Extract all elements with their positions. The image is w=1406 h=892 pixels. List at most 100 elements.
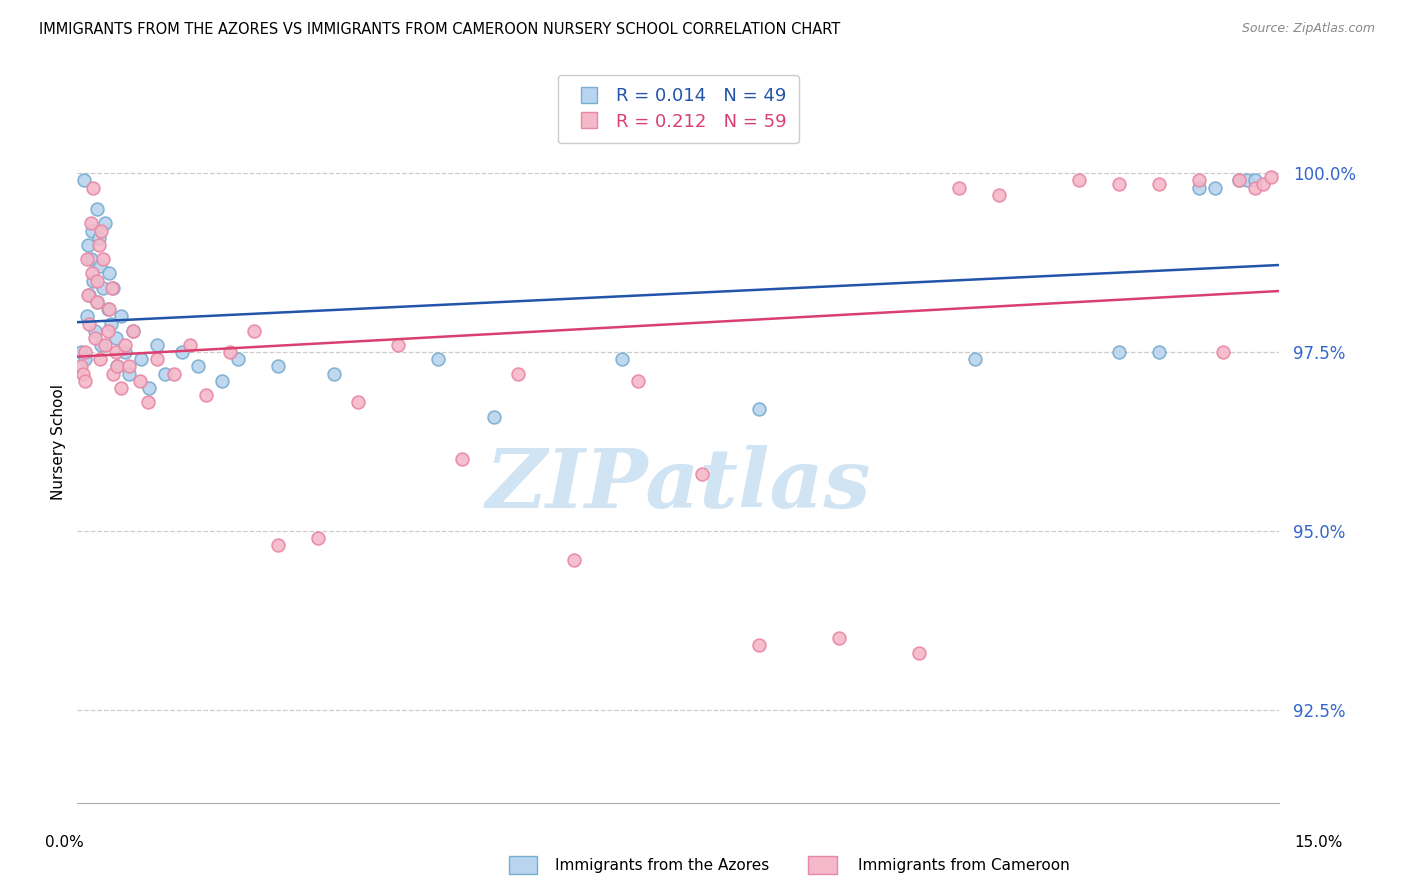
Point [1149, 345, 1171, 359]
Point [76, 252, 98, 266]
Point [97, 324, 120, 338]
Point [100, 317, 122, 331]
Point [97, 302, 120, 317]
Point [103, 281, 125, 295]
Point [186, 359, 209, 374]
Point [82, 180, 104, 194]
Point [1188, 180, 1211, 194]
Bar [509, 856, 537, 874]
Point [80, 267, 103, 281]
Point [72, 367, 94, 381]
Point [84, 324, 107, 338]
Point [80, 216, 103, 230]
Point [1253, 177, 1275, 191]
Point [1149, 177, 1171, 191]
Point [1236, 173, 1258, 187]
Point [94, 216, 117, 230]
Point [131, 352, 153, 367]
Point [146, 338, 169, 352]
Point [155, 367, 177, 381]
Point [76, 237, 98, 252]
Text: ZIPatlas: ZIPatlas [485, 445, 872, 524]
Point [138, 381, 160, 395]
Point [387, 338, 409, 352]
Point [86, 202, 108, 216]
Point [162, 367, 184, 381]
Text: Immigrants from Cameroon: Immigrants from Cameroon [858, 858, 1070, 872]
Point [75, 374, 97, 388]
Point [76, 310, 98, 324]
Point [1108, 177, 1130, 191]
Point [427, 352, 450, 367]
Point [98, 302, 121, 317]
Point [179, 338, 201, 352]
Point [508, 367, 530, 381]
Point [89, 260, 111, 274]
Point [170, 345, 193, 359]
Point [110, 381, 132, 395]
Point [218, 345, 240, 359]
Point [1260, 169, 1282, 184]
Point [118, 359, 141, 374]
Point [75, 352, 97, 367]
Point [91, 281, 114, 295]
Point [307, 531, 329, 545]
Point [322, 367, 344, 381]
Point [104, 345, 127, 359]
Point [118, 367, 141, 381]
Text: Immigrants from the Azores: Immigrants from the Azores [555, 858, 769, 872]
Point [114, 345, 136, 359]
Point [114, 338, 136, 352]
Point [76, 288, 98, 302]
Point [267, 359, 290, 374]
Point [748, 639, 770, 653]
Point [1069, 173, 1091, 187]
Point [346, 395, 368, 409]
Point [79, 288, 101, 302]
Point [87, 230, 110, 244]
Point [82, 274, 104, 288]
Point [128, 374, 150, 388]
Point [136, 395, 159, 409]
Point [86, 295, 108, 310]
Bar [808, 856, 837, 874]
Point [1204, 180, 1226, 194]
Point [80, 223, 103, 237]
Point [1229, 173, 1251, 187]
Point [612, 352, 634, 367]
Point [73, 173, 96, 187]
Point [70, 359, 93, 374]
Point [79, 317, 101, 331]
Point [90, 338, 112, 352]
Point [122, 324, 145, 338]
Point [1244, 173, 1267, 187]
Point [80, 252, 103, 266]
Point [86, 295, 108, 310]
Point [562, 552, 585, 566]
Point [748, 402, 770, 417]
Text: 15.0%: 15.0% [1295, 836, 1343, 850]
Point [84, 331, 107, 345]
Point [146, 352, 169, 367]
Point [963, 352, 986, 367]
Point [122, 324, 145, 338]
Point [104, 331, 127, 345]
Legend: R = 0.014   N = 49, R = 0.212   N = 59: R = 0.014 N = 49, R = 0.212 N = 59 [558, 75, 799, 144]
Point [87, 237, 110, 252]
Point [482, 409, 505, 424]
Point [1244, 180, 1267, 194]
Point [70, 345, 93, 359]
Point [90, 223, 112, 237]
Point [451, 452, 474, 467]
Point [242, 324, 264, 338]
Point [828, 632, 851, 646]
Point [948, 180, 970, 194]
Text: 0.0%: 0.0% [45, 836, 84, 850]
Point [908, 646, 931, 660]
Point [98, 267, 121, 281]
Point [194, 388, 217, 402]
Point [211, 374, 233, 388]
Point [103, 367, 125, 381]
Point [107, 359, 129, 374]
Point [91, 252, 114, 266]
